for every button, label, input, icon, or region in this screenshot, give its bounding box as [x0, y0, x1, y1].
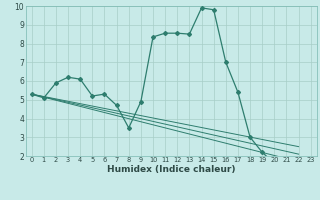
- X-axis label: Humidex (Indice chaleur): Humidex (Indice chaleur): [107, 165, 236, 174]
